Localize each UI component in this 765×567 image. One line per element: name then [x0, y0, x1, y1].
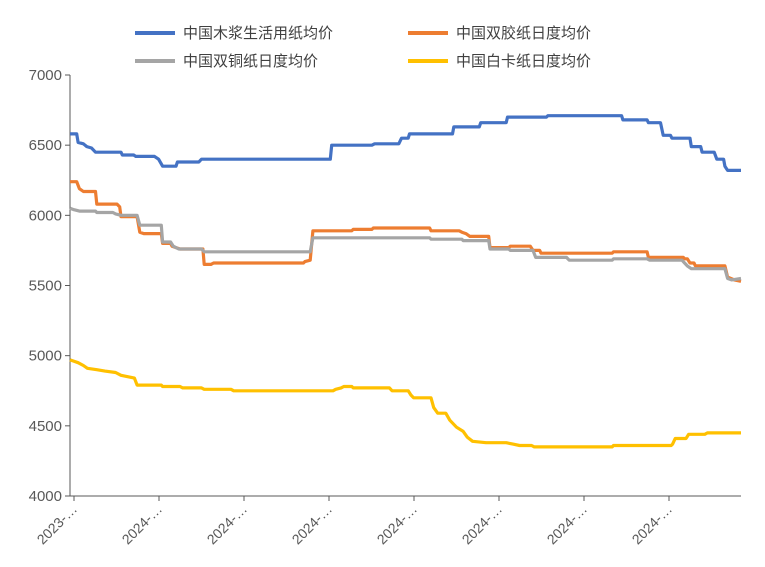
x-tick-label: 2024-… [629, 501, 676, 548]
series-line-3 [69, 206, 742, 282]
legend-label: 中国双铜纸日度均价 [183, 52, 318, 70]
x-tick-label: 2024-… [459, 501, 506, 548]
legend-label: 中国木浆生活用纸均价 [183, 24, 333, 42]
x-tick-label: 2024-… [544, 501, 591, 548]
x-tick-label: 2023-… [34, 501, 81, 548]
legend-label: 中国白卡纸日度均价 [456, 52, 591, 70]
y-tick-label: 5000 [29, 348, 62, 365]
legend-label: 中国双胶纸日度均价 [456, 24, 591, 42]
y-tick-label: 5500 [29, 278, 62, 295]
y-tick-label: 6000 [29, 207, 62, 224]
y-axis: 4000 4500 5000 5500 6000 6500 7000 [29, 67, 71, 505]
x-tick-label: 2024-… [204, 501, 251, 548]
series-line-4 [69, 358, 741, 449]
y-tick-label: 7000 [29, 67, 62, 84]
x-tick-label: 2024-… [289, 501, 336, 548]
x-tick-label: 2024-… [374, 501, 421, 548]
series-line-1 [70, 114, 741, 172]
y-tick-label: 4000 [29, 488, 62, 505]
x-axis: 2023-… 2024-… 2024-… 2024-… 2024-… 2024-… 2024… [34, 495, 741, 548]
series-layer [69, 114, 742, 449]
y-tick-label: 4500 [29, 418, 62, 435]
x-tick-label: 2024-… [119, 501, 166, 548]
y-tick-label: 6500 [29, 137, 62, 154]
series-line-2 [70, 180, 742, 283]
